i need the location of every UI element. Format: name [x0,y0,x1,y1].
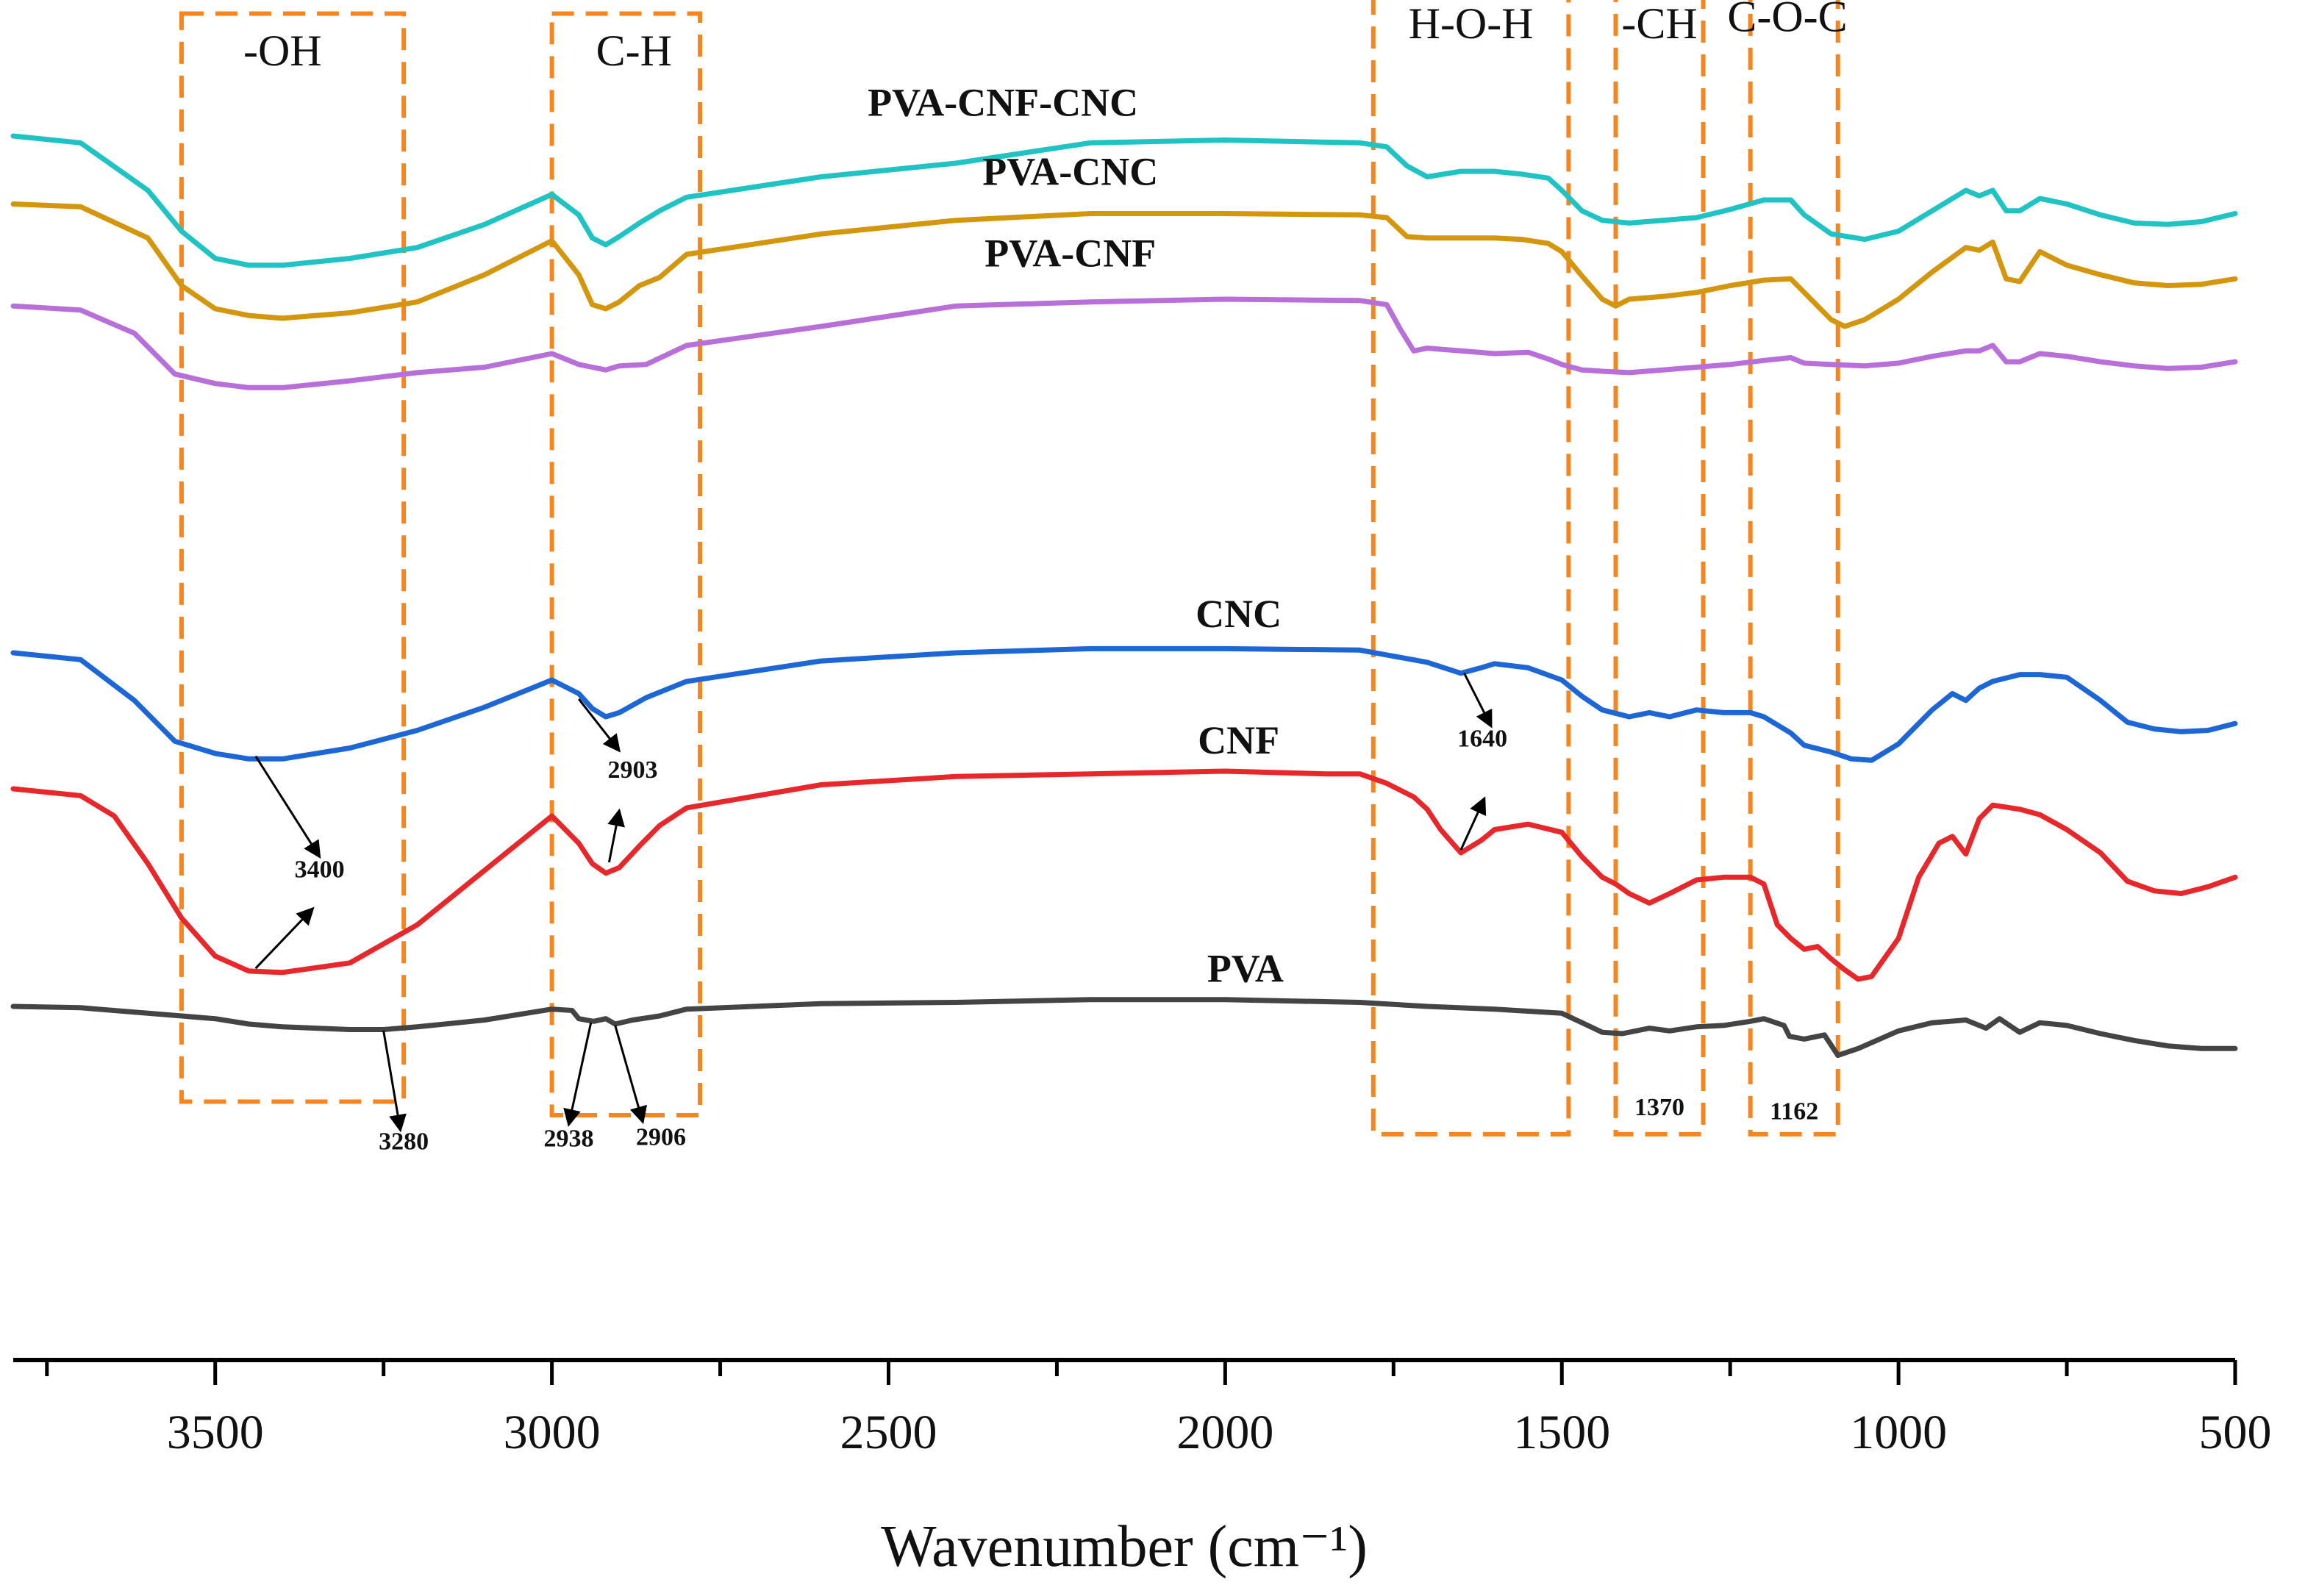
peak-arrow-2938 [563,1022,593,1127]
series-labels: PVA-CNF-CNC PVA-CNC PVA-CNF CNC CNF PVA [868,80,1284,990]
region-box-oh [179,11,407,1104]
x-axis: 3500 3000 2500 2000 1500 1000 500 [13,1358,2272,1459]
x-tick-label-500: 500 [2199,1406,2272,1459]
region-box-c-o-c [1748,0,1840,1137]
series-line-pva-cnc [10,201,2238,329]
peak-label-3400: 3400 [295,856,345,883]
highlight-regions: -OH C-H H-O-H -CH C-O-C [179,0,1848,1137]
x-tick-label-2000: 2000 [1176,1406,1273,1459]
x-tick-label-1000: 1000 [1850,1406,1947,1459]
peak-label-1640: 1640 [1457,726,1507,753]
series-line-pva-cnf-cnc [10,133,2238,268]
series-line-cnf [10,768,2238,982]
peak-label-2938: 2938 [544,1126,594,1153]
region-label-ch: -CH [1621,0,1697,48]
series-line-pva [10,997,2238,1059]
x-tick-label-3000: 3000 [504,1406,601,1459]
peak-arrow-1640 [1459,796,1487,851]
region-label-h-o-h: H-O-H [1409,0,1534,48]
x-axis-title: Wavenumber (cm⁻¹) [881,1514,1368,1579]
x-tick-label-1500: 1500 [1513,1406,1610,1459]
peak-label-1162: 1162 [1770,1098,1818,1126]
peak-label-2903: 2903 [607,756,657,784]
peak-label-2906: 2906 [636,1124,686,1151]
peak-annotations: 3400 2903 1640 3280 2938 2906 1370 1162 [254,673,1818,1155]
region-label-c-h: C-H [596,26,672,75]
series-label-cnc: CNC [1196,592,1282,636]
region-label-c-o-c: C-O-C [1727,0,1847,41]
series-label-pva-cnf-cnc: PVA-CNF-CNC [868,80,1138,124]
series-label-cnf: CNF [1198,718,1279,762]
peak-arrow-3400 [254,906,315,970]
x-tick-label-2500: 2500 [840,1406,937,1459]
region-box-ch [1613,0,1706,1137]
peak-arrow-2906 [614,1025,647,1125]
spectra-series [10,133,2238,1059]
peak-label-1370: 1370 [1634,1094,1684,1121]
peak-arrow-3400 [254,755,321,859]
peak-arrow-3280 [382,1031,407,1133]
peak-arrow-1640 [1463,673,1493,729]
region-box-c-h [549,11,703,1117]
series-label-pva: PVA [1207,947,1284,991]
region-box-h-o-h [1371,0,1571,1137]
peak-label-3280: 3280 [379,1128,429,1155]
series-line-pva-cnf [10,296,2238,390]
x-tick-label-3500: 3500 [167,1406,264,1459]
series-line-cnc [10,645,2238,763]
peak-arrow-2903 [578,698,621,753]
peak-arrow-2903 [607,808,625,863]
region-label-oh: -OH [243,26,322,75]
series-label-pva-cnf: PVA-CNF [984,232,1156,276]
series-label-pva-cnc: PVA-CNC [982,150,1158,194]
